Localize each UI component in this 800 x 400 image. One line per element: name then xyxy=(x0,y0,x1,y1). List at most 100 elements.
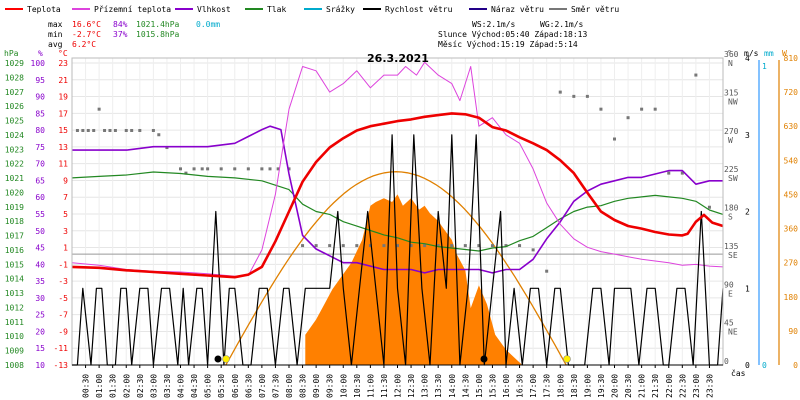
wind-direction-point xyxy=(157,133,161,137)
legend-label: Směr větru xyxy=(571,5,619,14)
pressure-tick-label: 1012 xyxy=(5,303,24,312)
x-tick-label: 01:30 xyxy=(109,374,118,398)
x-tick-label: 20:00 xyxy=(611,374,620,398)
x-tick-label: 12:30 xyxy=(407,374,416,398)
direction-tick-label: 0 xyxy=(724,357,729,366)
temperature-tick-label: 5 xyxy=(63,210,68,219)
solar-theoretical-curve xyxy=(225,171,567,366)
wind-direction-point xyxy=(233,167,237,171)
stat-max-hum: 84% xyxy=(113,20,128,29)
humidity-tick-label: 60 xyxy=(35,193,45,202)
info-sun: Slunce Východ:05:40 Západ:18:13 xyxy=(438,30,587,39)
stat-max-press: 1021.4hPa xyxy=(136,20,180,29)
direction-tick-label: 45 xyxy=(724,319,734,328)
wind-direction-point xyxy=(640,107,644,111)
x-axis-ticks: 00:30 01:00 01:30 02:00 02:30 03:00 03:30 04:00… xyxy=(82,365,714,398)
wind-direction-point xyxy=(599,107,603,111)
wind-direction-point xyxy=(124,128,128,132)
wind-direction-point xyxy=(653,107,657,111)
temperature-tick-label: 3 xyxy=(63,227,68,236)
wind-direction-point xyxy=(138,128,142,132)
wind-direction-point xyxy=(219,167,223,171)
temperature-tick-label: 21 xyxy=(58,76,68,85)
series-line-vlhkost xyxy=(72,125,723,274)
axis-header-hpa: hPa xyxy=(4,49,19,58)
humidity-tick-label: 20 xyxy=(35,327,45,336)
solar-tick-label: 90 xyxy=(788,327,798,336)
wind-direction-point xyxy=(200,167,204,171)
humidity-tick-label: 15 xyxy=(35,344,45,353)
series-line-tlak xyxy=(71,171,724,252)
legend-label: Vlhkost xyxy=(197,5,231,14)
direction-tick-label: 180 xyxy=(724,204,739,213)
humidity-tick-label: 65 xyxy=(35,176,45,185)
direction-letter-label: E xyxy=(728,289,733,298)
solar-tick-label: 720 xyxy=(784,88,799,97)
sunrise-marker xyxy=(222,355,230,363)
temperature-tick-label: 17 xyxy=(58,109,68,118)
x-tick-label: 08:00 xyxy=(285,374,294,398)
series-line-teplota xyxy=(71,112,724,279)
x-tick-label: 07:30 xyxy=(271,374,280,398)
wind-direction-point xyxy=(355,244,359,248)
x-tick-label: 22:00 xyxy=(665,374,674,398)
x-tick-label: 00:30 xyxy=(82,374,91,398)
x-tick-label: 02:00 xyxy=(122,374,131,398)
x-tick-label: 21:00 xyxy=(638,374,647,398)
axis-header-w: W xyxy=(782,49,787,58)
stat-min-temp: -2.7°C xyxy=(72,30,101,39)
direction-letter-label: W xyxy=(728,136,733,145)
wind-direction-point xyxy=(368,244,372,248)
solar-tick-label: 450 xyxy=(784,190,799,199)
x-tick-label: 22:30 xyxy=(678,374,687,398)
legend: Teplota Přízemní teplota Vlhkost Tlak Srážky… xyxy=(5,5,619,14)
pressure-tick-label: 1018 xyxy=(5,217,24,226)
wind-direction-point xyxy=(75,128,79,132)
wind-direction-point xyxy=(108,128,112,132)
direction-letter-label: S xyxy=(728,213,733,222)
pressure-tick-label: 1024 xyxy=(5,131,24,140)
pressure-tick-label: 1015 xyxy=(5,260,24,269)
wind-direction-point xyxy=(184,171,188,175)
wind-direction-point xyxy=(463,244,467,248)
wind-direction-point xyxy=(396,244,399,248)
rain-tick-label: 0 xyxy=(762,361,767,370)
humidity-tick-label: 10 xyxy=(35,361,45,370)
x-tick-label: 06:00 xyxy=(231,374,240,398)
wind-direction-point xyxy=(667,171,671,175)
wind-tick-label: 0 xyxy=(745,361,750,370)
direction-tick-label: 315 xyxy=(724,88,739,97)
wind-direction-points xyxy=(75,73,711,273)
legend-label: Rychlost větru xyxy=(385,5,453,14)
pressure-tick-label: 1014 xyxy=(5,275,24,284)
temperature-tick-label: -7 xyxy=(58,311,68,320)
humidity-tick-label: 30 xyxy=(35,294,45,303)
stat-min-label: min xyxy=(48,30,63,39)
direction-tick-label: 225 xyxy=(724,165,739,174)
pressure-tick-label: 1020 xyxy=(5,188,24,197)
temperature-tick-label: -1 xyxy=(58,260,68,269)
wind-direction-point xyxy=(680,171,684,175)
wind-direction-point xyxy=(301,244,305,248)
wind-direction-point xyxy=(314,244,318,248)
rain-tick-label: 1 xyxy=(762,62,767,71)
wind-direction-point xyxy=(423,244,427,248)
pressure-tick-label: 1022 xyxy=(5,160,24,169)
wind-direction-point xyxy=(518,244,522,248)
x-tick-label: 04:00 xyxy=(177,374,186,398)
stat-max-label: max xyxy=(48,20,63,29)
x-tick-label: 09:00 xyxy=(312,374,321,398)
axis-header-degc: °C xyxy=(58,49,68,58)
x-tick-label: 13:30 xyxy=(434,374,443,398)
temperature-tick-label: -9 xyxy=(58,327,68,336)
x-tick-label: 03:30 xyxy=(163,374,172,398)
wind-direction-point xyxy=(558,90,562,94)
x-tick-label: 12:00 xyxy=(394,374,403,398)
temperature-tick-label: -13 xyxy=(54,361,69,370)
wind-direction-point xyxy=(477,244,481,248)
wind-direction-point xyxy=(276,167,280,171)
x-tick-label: 06:30 xyxy=(244,374,253,398)
x-tick-label: 05:30 xyxy=(217,374,226,398)
x-tick-label: 17:30 xyxy=(543,374,552,398)
